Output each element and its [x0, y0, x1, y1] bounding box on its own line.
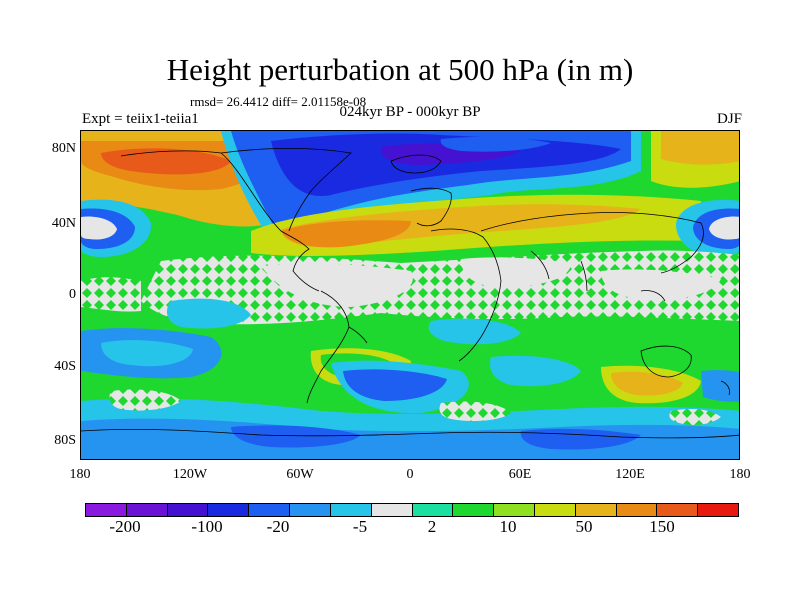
contour-region: [261, 263, 413, 307]
contour-region: [343, 369, 447, 401]
contour-region: [489, 355, 581, 387]
contour-region: [661, 131, 739, 165]
colorbar: [85, 503, 739, 517]
contour-region: [166, 298, 251, 329]
contour-region: [669, 409, 721, 425]
colorbar-swatch: [575, 504, 617, 516]
lon-label: 0: [406, 467, 414, 482]
contour-region: [281, 220, 411, 248]
colorbar-swatch: [453, 504, 495, 516]
lat-label: 40S: [54, 359, 76, 374]
figure-title: Height perturbation at 500 hPa (in m): [166, 52, 634, 87]
colorbar-label: 150: [649, 517, 675, 536]
lon-label: 180: [69, 467, 91, 482]
lon-label: 180: [729, 467, 751, 482]
contour-region: [520, 428, 641, 450]
colorbar-swatch: [371, 504, 413, 516]
lon-label: 120E: [615, 467, 645, 482]
colorbar-swatch: [412, 504, 454, 516]
rmsd-diff-stats: rmsd= 26.4412 diff= 2.01158e-08: [190, 94, 367, 109]
colorbar-swatch: [657, 504, 699, 516]
contour-region: [601, 269, 721, 300]
colorbar-label: -200: [109, 517, 141, 536]
colorbar-swatch: [698, 504, 738, 516]
colorbar-label: -5: [352, 517, 368, 536]
contour-region: [81, 216, 117, 240]
lat-label: 0: [69, 287, 76, 302]
map-frame: [80, 130, 740, 460]
colorbar-swatch: [616, 504, 658, 516]
colorbar-swatch: [290, 504, 331, 516]
contour-region: [440, 136, 551, 152]
colorbar-label: -100: [191, 517, 223, 536]
colorbar-swatch: [167, 504, 209, 516]
colorbar-swatch: [86, 504, 127, 516]
lon-label: 60W: [286, 467, 314, 482]
lat-label: 80N: [51, 141, 76, 156]
colorbar-swatch: [534, 504, 576, 516]
contour-region: [701, 370, 739, 402]
contour-map: [81, 131, 739, 459]
contour-region: [428, 318, 521, 345]
contour-region: [101, 340, 193, 367]
season-label: DJF: [716, 111, 742, 127]
colorbar-swatch: [330, 504, 372, 516]
lon-label: 120W: [172, 467, 208, 482]
colorbar-label: -20: [266, 517, 290, 536]
lat-label: 80S: [54, 433, 76, 448]
colorbar-label: 2: [427, 517, 437, 536]
colorbar-swatch: [208, 504, 250, 516]
contour-region: [231, 425, 361, 448]
colorbar-swatch: [249, 504, 291, 516]
contour-region: [101, 148, 231, 175]
lon-label: 60E: [508, 467, 532, 482]
colorbar-label: 50: [575, 517, 593, 536]
coastlines: [81, 147, 739, 439]
contour-region: [709, 216, 739, 240]
experiment-label: Expt = teiix1-teiia1: [82, 111, 199, 127]
contour-region: [611, 371, 683, 396]
period-label: 024kyr BP - 000kyr BP: [339, 104, 481, 120]
colorbar-swatch: [494, 504, 535, 516]
contour-region: [271, 133, 621, 197]
contour-region: [81, 277, 141, 312]
lat-label: 40N: [51, 216, 76, 231]
colorbar-swatch: [126, 504, 168, 516]
contour-region: [439, 401, 511, 421]
colorbar-label: 10: [499, 517, 517, 536]
contour-region: [109, 389, 181, 411]
